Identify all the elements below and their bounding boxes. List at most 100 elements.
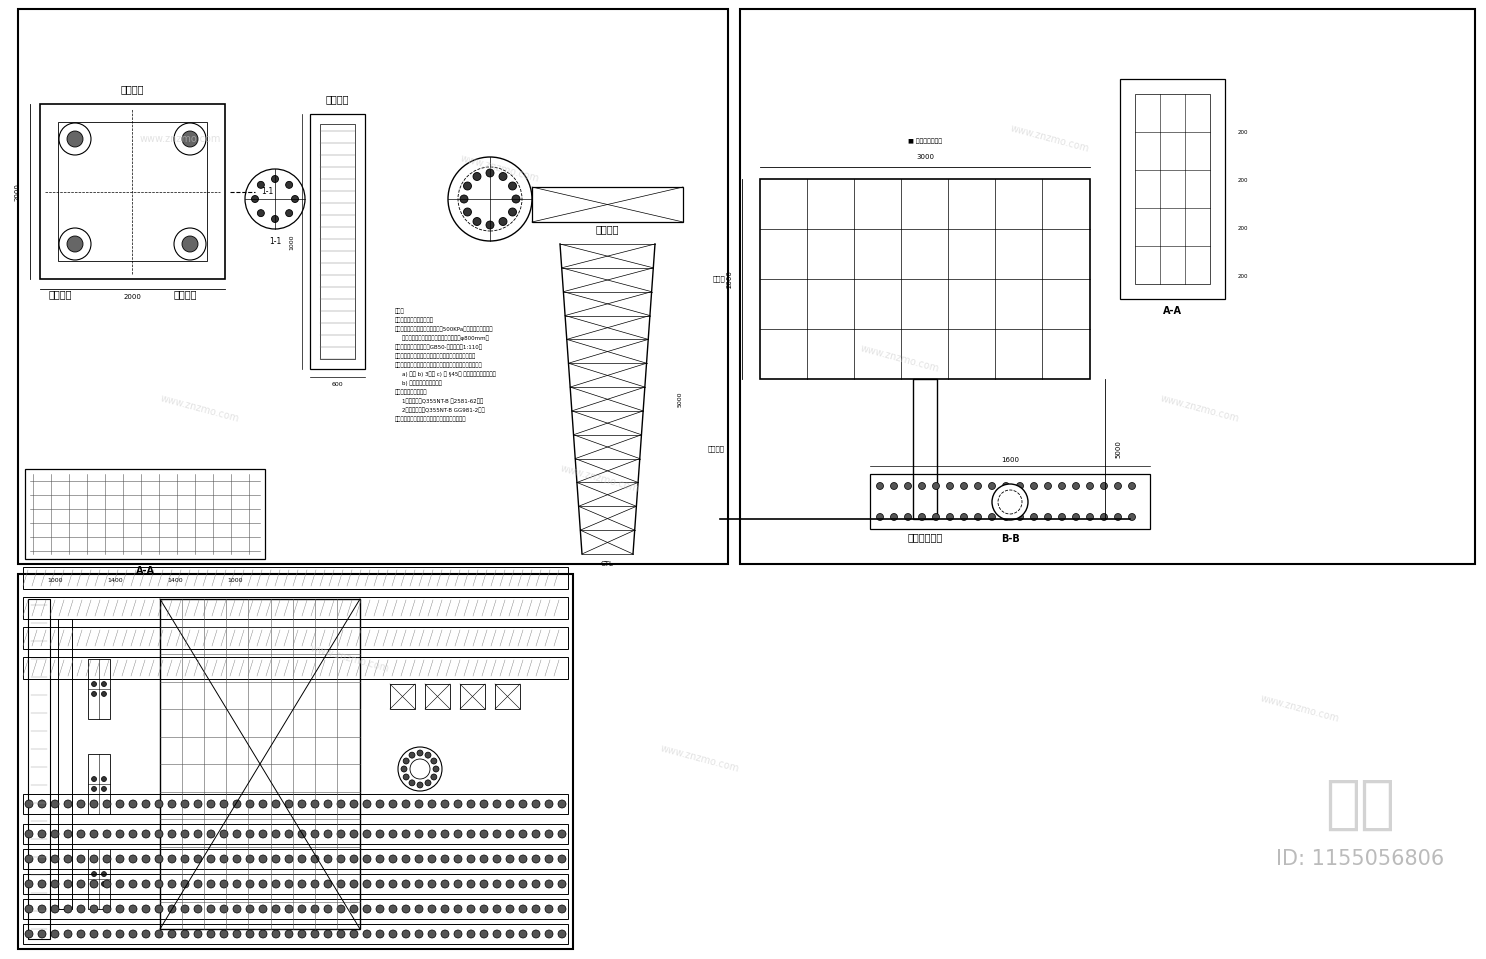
Circle shape bbox=[508, 182, 517, 190]
Circle shape bbox=[311, 855, 319, 863]
Bar bbox=[88, 849, 110, 909]
Circle shape bbox=[129, 855, 137, 863]
Text: 2000: 2000 bbox=[727, 270, 733, 288]
Circle shape bbox=[473, 173, 481, 180]
Circle shape bbox=[64, 880, 71, 888]
Circle shape bbox=[441, 930, 449, 938]
Circle shape bbox=[425, 752, 431, 759]
Circle shape bbox=[389, 880, 397, 888]
Text: 地梁覆盖: 地梁覆盖 bbox=[707, 446, 725, 453]
Circle shape bbox=[285, 855, 293, 863]
Circle shape bbox=[116, 905, 123, 913]
Circle shape bbox=[1016, 482, 1024, 489]
Bar bbox=[25, 469, 265, 559]
Circle shape bbox=[324, 930, 331, 938]
Circle shape bbox=[947, 513, 954, 521]
Circle shape bbox=[168, 855, 175, 863]
Bar bbox=[88, 754, 110, 814]
Circle shape bbox=[519, 800, 528, 808]
Circle shape bbox=[103, 905, 111, 913]
Circle shape bbox=[91, 830, 98, 838]
Circle shape bbox=[129, 905, 137, 913]
Circle shape bbox=[960, 513, 967, 521]
Circle shape bbox=[559, 930, 566, 938]
Circle shape bbox=[101, 881, 107, 886]
Circle shape bbox=[351, 800, 358, 808]
Circle shape bbox=[285, 830, 293, 838]
Circle shape bbox=[77, 930, 85, 938]
Circle shape bbox=[403, 758, 409, 764]
Text: 七、如本来结就表的的基础及回填混凝土应执行。: 七、如本来结就表的的基础及回填混凝土应执行。 bbox=[395, 416, 467, 422]
Circle shape bbox=[409, 752, 415, 759]
Circle shape bbox=[259, 830, 267, 838]
Text: ID: 1155056806: ID: 1155056806 bbox=[1276, 849, 1444, 869]
Circle shape bbox=[905, 482, 911, 489]
Circle shape bbox=[285, 880, 293, 888]
Circle shape bbox=[324, 880, 331, 888]
Circle shape bbox=[337, 800, 345, 808]
Circle shape bbox=[155, 930, 163, 938]
Circle shape bbox=[168, 830, 175, 838]
Circle shape bbox=[103, 800, 111, 808]
Circle shape bbox=[532, 930, 539, 938]
Text: 600: 600 bbox=[331, 382, 343, 386]
Circle shape bbox=[116, 800, 123, 808]
Circle shape bbox=[455, 905, 462, 913]
Circle shape bbox=[25, 855, 33, 863]
Circle shape bbox=[101, 872, 107, 877]
Circle shape bbox=[545, 930, 553, 938]
Circle shape bbox=[299, 830, 306, 838]
Circle shape bbox=[467, 830, 476, 838]
Circle shape bbox=[259, 930, 267, 938]
Circle shape bbox=[389, 905, 397, 913]
Circle shape bbox=[507, 930, 514, 938]
Circle shape bbox=[507, 800, 514, 808]
Circle shape bbox=[545, 880, 553, 888]
Circle shape bbox=[207, 800, 215, 808]
Circle shape bbox=[988, 482, 996, 489]
Circle shape bbox=[363, 930, 372, 938]
Circle shape bbox=[493, 930, 501, 938]
Circle shape bbox=[25, 830, 33, 838]
Circle shape bbox=[513, 195, 520, 203]
Circle shape bbox=[441, 800, 449, 808]
Bar bbox=[22, 597, 568, 619]
Circle shape bbox=[441, 855, 449, 863]
Circle shape bbox=[975, 513, 981, 521]
Circle shape bbox=[415, 930, 424, 938]
Circle shape bbox=[933, 513, 939, 521]
Text: 检验实际地基承载能力，钻入地基不少于φ800mm。: 检验实际地基承载能力，钻入地基不少于φ800mm。 bbox=[395, 336, 489, 340]
Text: www.znzmo.com: www.znzmo.com bbox=[660, 743, 740, 774]
Text: 四、岩切前施以为交竣验明因采用图在整意好处理下去。: 四、岩切前施以为交竣验明因采用图在整意好处理下去。 bbox=[395, 353, 476, 359]
Circle shape bbox=[480, 930, 487, 938]
Circle shape bbox=[155, 830, 163, 838]
Circle shape bbox=[51, 880, 59, 888]
Circle shape bbox=[532, 880, 539, 888]
Circle shape bbox=[1073, 513, 1079, 521]
Bar bbox=[22, 849, 568, 869]
Bar bbox=[1135, 94, 1210, 284]
Circle shape bbox=[220, 855, 227, 863]
Circle shape bbox=[39, 855, 46, 863]
Circle shape bbox=[507, 905, 514, 913]
Circle shape bbox=[67, 131, 83, 147]
Circle shape bbox=[299, 800, 306, 808]
Text: 1-1: 1-1 bbox=[262, 188, 273, 197]
Circle shape bbox=[493, 830, 501, 838]
Circle shape bbox=[507, 880, 514, 888]
Circle shape bbox=[480, 855, 487, 863]
Circle shape bbox=[1128, 482, 1135, 489]
Circle shape bbox=[403, 774, 409, 780]
Circle shape bbox=[532, 905, 539, 913]
Circle shape bbox=[91, 930, 98, 938]
Circle shape bbox=[431, 774, 437, 780]
Circle shape bbox=[519, 880, 528, 888]
Circle shape bbox=[559, 830, 566, 838]
Circle shape bbox=[428, 800, 435, 808]
Bar bbox=[22, 874, 568, 894]
Circle shape bbox=[101, 786, 107, 791]
Circle shape bbox=[324, 905, 331, 913]
Circle shape bbox=[890, 482, 898, 489]
Text: 六、桩结成使参和规范: 六、桩结成使参和规范 bbox=[395, 389, 428, 395]
Circle shape bbox=[291, 196, 299, 202]
